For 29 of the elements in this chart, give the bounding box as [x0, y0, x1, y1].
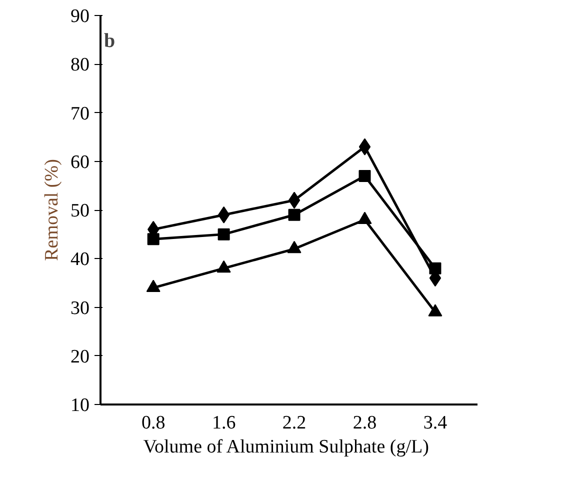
- x-tick-label: 1.6: [212, 412, 236, 434]
- point: [358, 138, 371, 156]
- x-axis-title: Volume of Aluminium Sulphate (g/L): [143, 436, 429, 458]
- x-tick-label: 2.2: [282, 412, 306, 434]
- x-tick-label: 2.8: [352, 412, 377, 434]
- point: [147, 233, 160, 246]
- y-tick-label: 70: [70, 103, 90, 124]
- point: [428, 304, 442, 316]
- point: [288, 192, 300, 209]
- x-tick-label: 0.8: [141, 412, 166, 434]
- point: [288, 208, 300, 221]
- y-axis-title: Removal (%): [42, 159, 62, 261]
- annotation: b: [104, 30, 116, 52]
- point: [287, 240, 302, 254]
- point: [429, 262, 442, 274]
- point: [146, 280, 160, 292]
- y-tick-label: 80: [70, 54, 90, 76]
- point: [216, 260, 231, 273]
- y-tick-label: 20: [70, 346, 90, 368]
- point: [358, 170, 371, 182]
- y-tick-label: 30: [70, 298, 90, 319]
- y-tick-label: 50: [70, 200, 90, 222]
- x-tick-label: 3.4: [423, 412, 448, 434]
- y-tick-label: 90: [70, 6, 90, 27]
- y-tick-label: 60: [70, 152, 90, 173]
- y-tick-label: 40: [70, 249, 90, 270]
- point: [218, 206, 230, 224]
- y-tick-label: 10: [70, 395, 90, 416]
- point: [218, 228, 230, 240]
